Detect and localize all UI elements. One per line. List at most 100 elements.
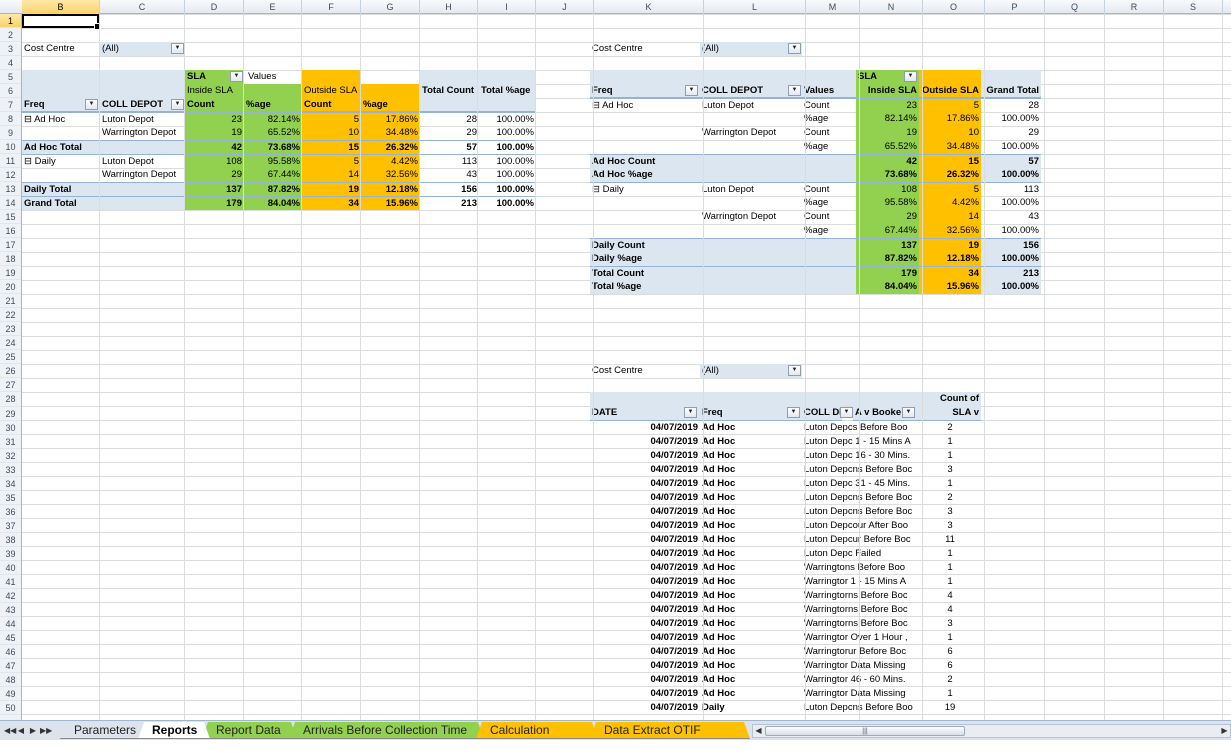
pivot2-depot-dropdown-icon[interactable]: ▼ bbox=[788, 85, 801, 96]
pivot2-row-values[interactable]: %age bbox=[804, 141, 829, 152]
pivot3-row-freq[interactable]: Ad Hoc bbox=[702, 674, 736, 685]
pivot2-inside[interactable]: 95.58% bbox=[856, 196, 919, 210]
pivot2-row-depot[interactable] bbox=[700, 224, 802, 238]
pivot1-outside-count[interactable]: 5 bbox=[302, 154, 361, 168]
pivot1-inside-pct[interactable]: 87.82% bbox=[244, 182, 302, 196]
pivot3-sla-dropdown-icon[interactable]: ▼ bbox=[902, 407, 915, 418]
scroll-left-icon[interactable]: ◀ bbox=[755, 726, 762, 735]
pivot3-row-date[interactable]: 04/07/2019 bbox=[650, 632, 698, 643]
pivot3-row-date[interactable]: 04/07/2019 bbox=[650, 520, 698, 531]
row-header-1[interactable]: 1 bbox=[0, 14, 21, 28]
pivot2-inside[interactable]: 67.44% bbox=[856, 224, 919, 238]
column-header-o[interactable]: O bbox=[923, 0, 985, 14]
pivot1-row-depot[interactable] bbox=[100, 182, 185, 196]
column-header-e[interactable]: E bbox=[244, 0, 302, 14]
pivot1-total-count[interactable]: 43 bbox=[466, 169, 477, 180]
pivot2-row-freq[interactable]: Total %age bbox=[590, 280, 700, 294]
pivot3-row-count[interactable]: 1 bbox=[947, 688, 953, 699]
pivot1-inside-count[interactable]: 108 bbox=[185, 154, 244, 168]
pivot2-outside[interactable]: 15 bbox=[919, 154, 981, 168]
pivot2-grand[interactable]: 100.00% bbox=[1001, 225, 1039, 236]
pivot3-row-sla[interactable]: Luton Depcns Before Boc bbox=[804, 464, 913, 475]
pivot2-filter-value[interactable]: (All) bbox=[700, 42, 802, 56]
row-header-13[interactable]: 13 bbox=[0, 182, 21, 196]
row-header-49[interactable]: 49 bbox=[0, 687, 21, 701]
row-header-15[interactable]: 15 bbox=[0, 210, 21, 224]
row-header-35[interactable]: 35 bbox=[0, 491, 21, 505]
pivot1-row-freq[interactable]: ⊟ Daily bbox=[22, 154, 100, 168]
pivot1-outside-count[interactable]: 10 bbox=[302, 126, 361, 140]
pivot2-inside[interactable]: 179 bbox=[856, 266, 919, 280]
pivot3-row-freq[interactable]: Ad Hoc bbox=[702, 506, 736, 517]
row-header-38[interactable]: 38 bbox=[0, 533, 21, 547]
pivot2-outside[interactable]: 26.32% bbox=[919, 168, 981, 182]
pivot2-row-depot[interactable] bbox=[700, 266, 802, 280]
pivot2-grand[interactable]: 213 bbox=[981, 266, 1041, 280]
pivot3-row-sla[interactable]: Warringtorns Before Boc bbox=[804, 618, 908, 629]
pivot2-row-freq[interactable] bbox=[590, 196, 700, 210]
sheet-tab-calculation-sheet[interactable]: Calculation Sheet bbox=[476, 722, 598, 739]
pivot3-row-date[interactable]: 04/07/2019 bbox=[650, 702, 698, 713]
pivot2-inside[interactable]: 29 bbox=[856, 210, 919, 224]
row-header-24[interactable]: 24 bbox=[0, 336, 21, 350]
pivot2-inside[interactable]: 73.68% bbox=[856, 168, 919, 182]
scroll-thumb[interactable]: ||| bbox=[765, 726, 965, 736]
pivot2-row-values[interactable] bbox=[802, 266, 856, 280]
pivot2-row-depot[interactable]: Warrington Depot bbox=[702, 211, 777, 222]
row-header-23[interactable]: 23 bbox=[0, 322, 21, 336]
pivot3-row-sla[interactable]: Luton Depc 16 - 30 Mins. bbox=[804, 450, 911, 461]
pivot2-row-freq[interactable] bbox=[590, 112, 700, 126]
pivot3-row-sla[interactable]: Luton Depc 31 - 45 Mins. bbox=[804, 478, 911, 489]
row-header-28[interactable]: 28 bbox=[0, 392, 21, 407]
pivot3-row-sla[interactable]: Warringtor 1 - 15 Mins A bbox=[804, 576, 907, 587]
pivot2-row-depot[interactable] bbox=[700, 238, 802, 252]
pivot2-row-values[interactable] bbox=[802, 252, 856, 266]
first-sheet-icon[interactable]: ◀◀ bbox=[4, 726, 17, 735]
row-header-27[interactable]: 27 bbox=[0, 378, 21, 392]
horizontal-scrollbar[interactable]: ◀ ||| ▶ bbox=[752, 724, 1231, 738]
pivot3-row-freq[interactable]: Ad Hoc bbox=[702, 520, 736, 531]
pivot2-outside[interactable]: 14 bbox=[919, 210, 981, 224]
pivot3-row-freq[interactable]: Ad Hoc bbox=[702, 646, 736, 657]
pivot3-row-freq[interactable]: Ad Hoc bbox=[702, 436, 736, 447]
row-header-30[interactable]: 30 bbox=[0, 421, 21, 435]
pivot1-total-pct[interactable]: 100.00% bbox=[496, 169, 534, 180]
pivot1-outside-count[interactable]: 34 bbox=[302, 196, 361, 210]
pivot2-outside[interactable]: 4.42% bbox=[919, 196, 981, 210]
pivot1-outside-count[interactable]: 5 bbox=[302, 112, 361, 126]
pivot3-row-count[interactable]: 2 bbox=[947, 674, 953, 685]
pivot3-row-sla[interactable]: Warringtor Data Missing bbox=[804, 688, 906, 699]
pivot3-row-freq[interactable]: Ad Hoc bbox=[702, 478, 736, 489]
pivot2-row-depot[interactable] bbox=[700, 140, 802, 154]
pivot2-row-freq[interactable] bbox=[590, 126, 700, 140]
pivot2-outside[interactable]: 34.48% bbox=[919, 140, 981, 154]
pivot1-total-count[interactable]: 213 bbox=[420, 196, 479, 210]
pivot1-row-freq[interactable]: Grand Total bbox=[22, 196, 100, 210]
pivot3-row-freq[interactable]: Ad Hoc bbox=[702, 618, 736, 629]
row-header-39[interactable]: 39 bbox=[0, 547, 21, 561]
pivot1-outside-pct[interactable]: 4.42% bbox=[361, 154, 420, 168]
pivot1-row-depot[interactable]: Luton Depot bbox=[100, 112, 185, 126]
pivot2-outside[interactable]: 10 bbox=[919, 126, 981, 140]
pivot2-inside[interactable]: 19 bbox=[856, 126, 919, 140]
pivot1-total-pct[interactable]: 100.00% bbox=[479, 140, 536, 154]
pivot3-filter-dropdown-icon[interactable]: ▼ bbox=[788, 365, 801, 376]
pivot1-inside-count[interactable]: 137 bbox=[185, 182, 244, 196]
row-header-48[interactable]: 48 bbox=[0, 673, 21, 687]
pivot1-inside-count[interactable]: 42 bbox=[185, 140, 244, 154]
pivot3-row-sla[interactable]: Warringtor Over 1 Hour , bbox=[804, 632, 908, 643]
pivot3-row-count[interactable]: 11 bbox=[945, 534, 955, 545]
pivot2-row-values[interactable]: %age bbox=[804, 113, 829, 124]
row-header-34[interactable]: 34 bbox=[0, 477, 21, 491]
pivot3-row-date[interactable]: 04/07/2019 bbox=[650, 562, 698, 573]
pivot2-grand[interactable]: 100.00% bbox=[981, 252, 1041, 266]
pivot2-row-depot[interactable] bbox=[700, 196, 802, 210]
row-header-10[interactable]: 10 bbox=[0, 140, 21, 154]
column-header-q[interactable]: Q bbox=[1045, 0, 1105, 14]
pivot2-grand[interactable]: 57 bbox=[981, 154, 1041, 168]
row-header-31[interactable]: 31 bbox=[0, 435, 21, 449]
pivot2-inside[interactable]: 84.04% bbox=[856, 280, 919, 294]
pivot2-grand[interactable]: 100.00% bbox=[1001, 113, 1039, 124]
row-header-16[interactable]: 16 bbox=[0, 224, 21, 238]
pivot3-row-date[interactable]: 04/07/2019 bbox=[650, 674, 698, 685]
